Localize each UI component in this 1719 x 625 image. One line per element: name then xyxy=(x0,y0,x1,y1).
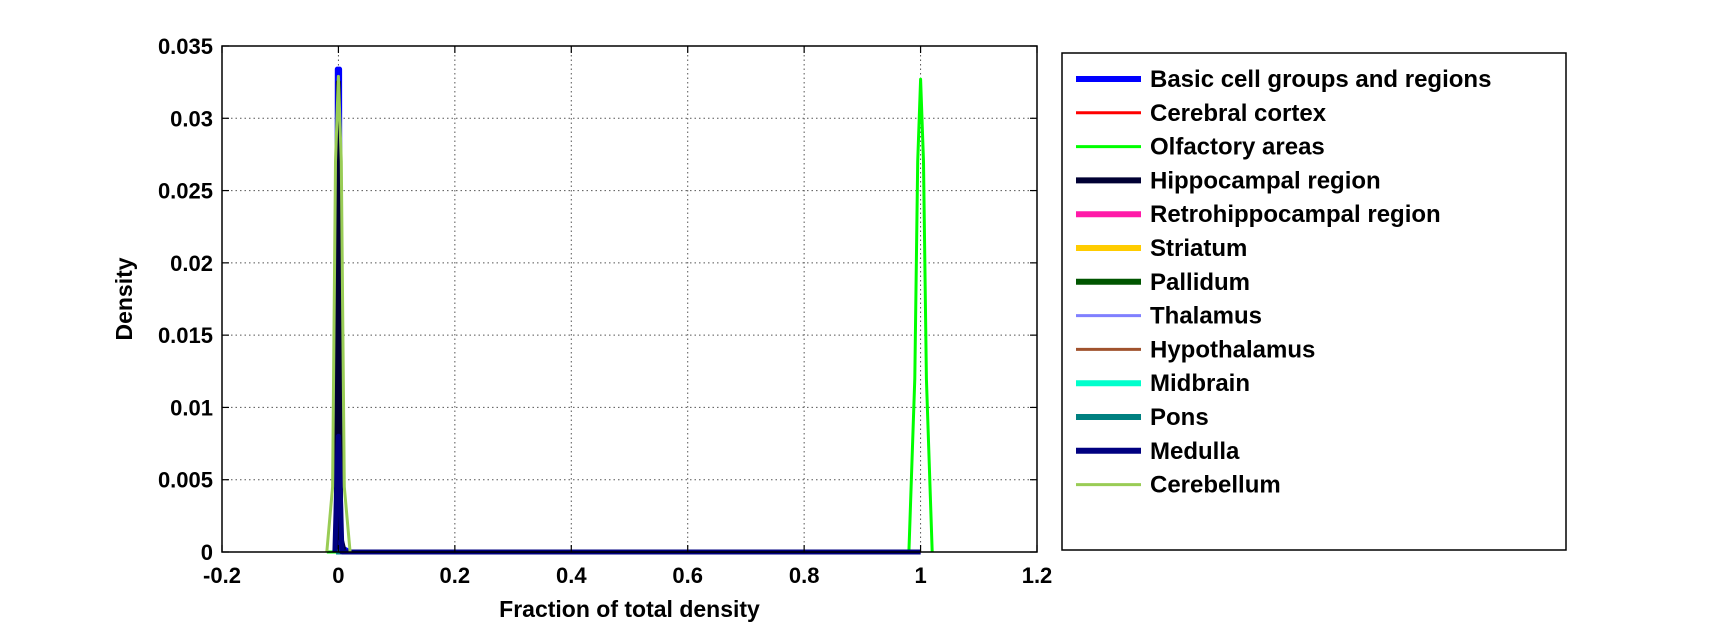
x-tick-label: 0.6 xyxy=(672,563,703,588)
y-tick-label: 0.025 xyxy=(158,179,213,204)
legend-label-11: Medulla xyxy=(1150,438,1240,465)
legend-label-6: Pallidum xyxy=(1150,269,1250,296)
x-tick-label: 1.2 xyxy=(1022,563,1053,588)
legend-label-1: Cerebral cortex xyxy=(1150,100,1327,127)
y-tick-label: 0.03 xyxy=(170,106,213,131)
x-axis-label: Fraction of total density xyxy=(499,596,760,622)
legend-label-8: Hypothalamus xyxy=(1150,336,1315,363)
legend: Basic cell groups and regions Cerebral co… xyxy=(1061,52,1567,551)
legend-label-5: Striatum xyxy=(1150,235,1247,262)
plot-background xyxy=(222,46,1037,552)
series-line-12 xyxy=(325,74,352,553)
legend-label-9: Midbrain xyxy=(1150,370,1250,397)
legend-label-12: Cerebellum xyxy=(1150,472,1281,499)
y-tick-label: 0.01 xyxy=(170,395,213,420)
legend-label-2: Olfactory areas xyxy=(1150,134,1325,161)
legend-frame xyxy=(1061,52,1567,551)
x-tick-label: 0.2 xyxy=(440,563,471,588)
y-tick-label: 0.005 xyxy=(158,468,213,493)
x-tick-label: 0.4 xyxy=(556,563,587,588)
legend-label-7: Thalamus xyxy=(1150,303,1262,330)
legend-label-4: Retrohippocampal region xyxy=(1150,201,1441,228)
legend-label-3: Hippocampal region xyxy=(1150,167,1381,194)
y-tick-label: 0.015 xyxy=(158,323,213,348)
y-tick-label: 0 xyxy=(201,540,213,565)
plot-frame xyxy=(221,45,1038,553)
x-tick-label: 1 xyxy=(914,563,926,588)
x-tick-label: 0 xyxy=(332,563,344,588)
legend-label-10: Pons xyxy=(1150,404,1209,431)
y-tick-label: 0.035 xyxy=(158,34,213,59)
y-axis-label: Density xyxy=(111,257,137,340)
axis-ticks: -0.2 0 0.2 0.4 0.6 0.8 1 1.200.0050.010.0150.02… xyxy=(158,34,1052,588)
x-tick-label: 0.8 xyxy=(789,563,820,588)
legend-label-0: Basic cell groups and regions xyxy=(1150,66,1491,93)
x-tick-label: -0.2 xyxy=(203,563,241,588)
y-tick-label: 0.02 xyxy=(170,251,213,276)
